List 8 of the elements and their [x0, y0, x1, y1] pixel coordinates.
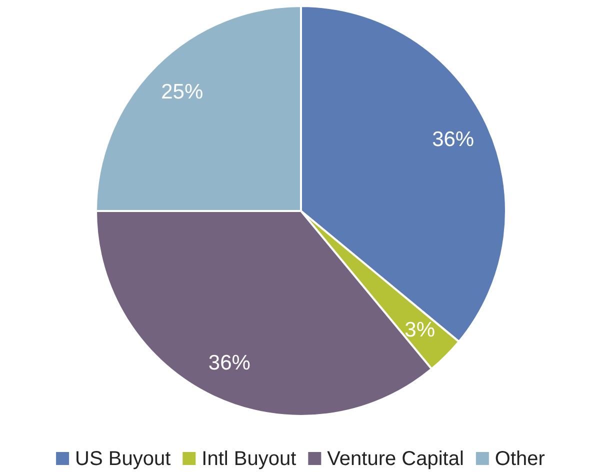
- legend-label: US Buyout: [75, 448, 172, 470]
- data-label: 36%: [432, 128, 474, 151]
- data-label: 25%: [161, 80, 204, 104]
- data-label: 36%: [208, 352, 250, 375]
- data-label: 3%: [404, 318, 436, 342]
- legend-label: Venture Capital: [327, 448, 464, 470]
- legend-label: Intl Buyout: [202, 448, 297, 470]
- legend-label: Other: [494, 448, 546, 470]
